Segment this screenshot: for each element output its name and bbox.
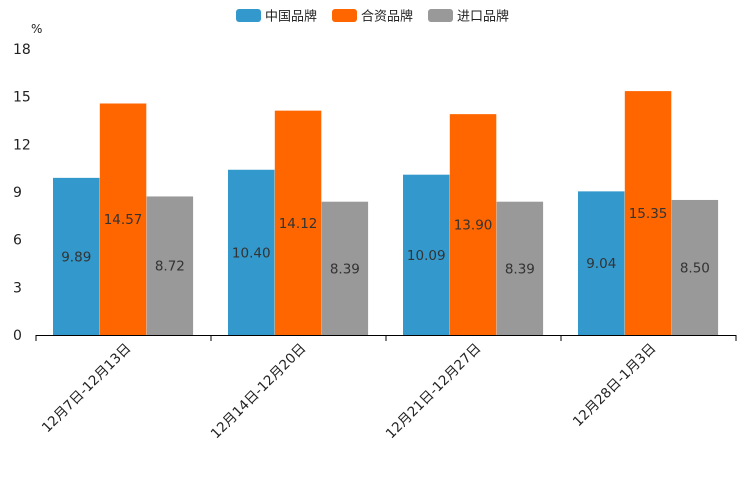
data-label: 10.09 bbox=[407, 248, 446, 264]
bar bbox=[146, 196, 194, 335]
y-tick-label: 0 bbox=[13, 328, 22, 344]
x-tick-label: 12月7日-12月13日 bbox=[39, 341, 134, 436]
bar bbox=[671, 199, 719, 335]
y-tick-label: 18 bbox=[13, 42, 31, 58]
legend-swatch bbox=[428, 9, 453, 22]
bar bbox=[403, 174, 450, 335]
legend-swatch bbox=[236, 9, 261, 22]
bar bbox=[496, 201, 544, 335]
y-tick-label: 6 bbox=[13, 233, 22, 249]
data-label: 15.35 bbox=[629, 206, 668, 222]
bar bbox=[578, 191, 625, 335]
bar bbox=[321, 201, 369, 335]
data-label: 14.12 bbox=[279, 216, 318, 232]
legend-label: 中国品牌 bbox=[265, 9, 317, 25]
x-tick-label: 12月21日-12月27日 bbox=[383, 341, 485, 443]
legend-label: 进口品牌 bbox=[457, 9, 509, 25]
data-label: 8.39 bbox=[505, 261, 535, 277]
data-label: 8.50 bbox=[680, 260, 710, 276]
x-tick-label: 12月14日-12月20日 bbox=[208, 341, 310, 443]
data-label: 13.90 bbox=[454, 218, 493, 234]
y-tick-label: 15 bbox=[13, 90, 31, 106]
bar bbox=[53, 177, 100, 335]
y-axis-unit-label: % bbox=[31, 22, 42, 36]
bar bbox=[274, 110, 322, 335]
bar bbox=[99, 103, 147, 335]
legend-label: 合资品牌 bbox=[361, 9, 413, 25]
y-axis: 0 3 6 9 12 15 18 bbox=[13, 42, 31, 344]
data-label: 10.40 bbox=[232, 245, 271, 261]
y-tick-label: 9 bbox=[13, 185, 22, 201]
x-tick-label: 12月28日-1月3日 bbox=[570, 341, 659, 430]
bar bbox=[228, 169, 275, 335]
data-label: 9.04 bbox=[586, 256, 616, 272]
legend: 中国品牌 合资品牌 进口品牌 bbox=[236, 9, 509, 25]
plot-area: 9.89 14.57 8.72 10.40 14.12 8.39 10.09 13.90 8.3… bbox=[53, 91, 719, 336]
y-tick-label: 3 bbox=[13, 280, 22, 296]
bar bbox=[624, 91, 672, 335]
data-label: 8.72 bbox=[155, 259, 185, 275]
data-label: 14.57 bbox=[104, 212, 143, 228]
y-tick-label: 12 bbox=[13, 137, 31, 153]
data-label: 9.89 bbox=[61, 249, 91, 265]
legend-swatch bbox=[332, 9, 357, 22]
bar bbox=[449, 114, 497, 336]
data-label: 8.39 bbox=[330, 261, 360, 277]
x-axis: 12月7日-12月13日 12月14日-12月20日 12月21日-12月27日 12… bbox=[35, 335, 737, 443]
